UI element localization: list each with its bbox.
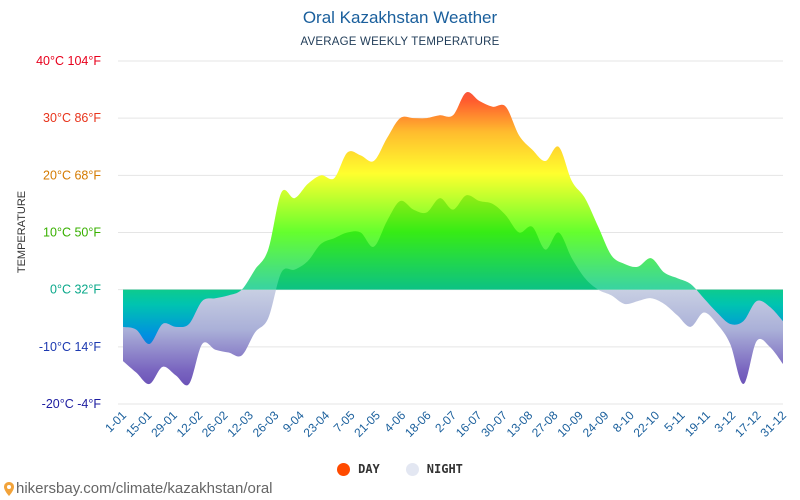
night-series-above-zero	[123, 195, 783, 290]
y-tick-label: -20°C -4°F	[42, 397, 102, 411]
x-tick-label: 26-02	[199, 408, 231, 440]
x-tick-label: 22-10	[631, 408, 663, 440]
legend-night-label: NIGHT	[426, 462, 463, 476]
source-attribution[interactable]: hikersbay.com/climate/kazakhstan/oral	[4, 480, 273, 497]
x-tick-label: 26-03	[250, 408, 282, 440]
day-night-band-upper	[241, 92, 697, 290]
x-tick-label: 16-07	[453, 408, 485, 440]
x-tick-label: 29-01	[148, 408, 180, 440]
x-tick-label: 24-09	[580, 408, 612, 440]
x-tick-label: 12-03	[224, 408, 256, 440]
x-tick-label: 30-07	[478, 408, 510, 440]
day-series-area	[123, 92, 783, 345]
legend-day-label: DAY	[358, 462, 380, 476]
legend-item-day[interactable]: DAY	[337, 462, 380, 476]
y-tick-label: 20°C 68°F	[43, 168, 101, 182]
y-tick-label: 40°C 104°F	[36, 54, 101, 68]
legend-day-swatch	[337, 462, 351, 476]
y-axis-title: TEMPERATURE	[16, 191, 28, 273]
x-tick-label: 27-08	[529, 408, 561, 440]
x-tick-label: 12-02	[174, 408, 206, 440]
x-tick-label: 31-12	[758, 408, 790, 440]
temperature-chart: 40°C 104°F 30°C 86°F 20°C 68°F 10°C 50°F 0°C…	[16, 54, 790, 440]
chart-legend: DAY NIGHT	[0, 462, 800, 476]
legend-item-night[interactable]: NIGHT	[405, 462, 463, 476]
map-pin-icon	[4, 481, 14, 496]
x-tick-label: 17-12	[732, 408, 764, 440]
source-link[interactable]: hikersbay.com/climate/kazakhstan/oral	[16, 480, 273, 497]
x-tick-label: 18-06	[402, 408, 434, 440]
y-tick-label: -10°C 14°F	[39, 340, 101, 354]
y-tick-label: 10°C 50°F	[43, 226, 101, 240]
x-tick-label: 19-11	[682, 408, 713, 439]
legend-night-swatch	[405, 462, 419, 476]
x-tick-label: 15-01	[123, 408, 155, 440]
y-tick-label: 30°C 86°F	[43, 111, 101, 125]
x-tick-label: 23-04	[301, 408, 333, 440]
chart-subtitle: AVERAGE WEEKLY TEMPERATURE	[300, 36, 500, 48]
x-tick-label: 13-08	[504, 408, 536, 440]
x-tick-label: 10-09	[554, 408, 586, 440]
chart-title: Oral Kazakhstan Weather	[302, 8, 498, 27]
day-series-below-zero	[123, 290, 783, 344]
y-tick-label: 0°C 32°F	[50, 283, 101, 297]
x-tick-label: 21-05	[351, 408, 383, 440]
